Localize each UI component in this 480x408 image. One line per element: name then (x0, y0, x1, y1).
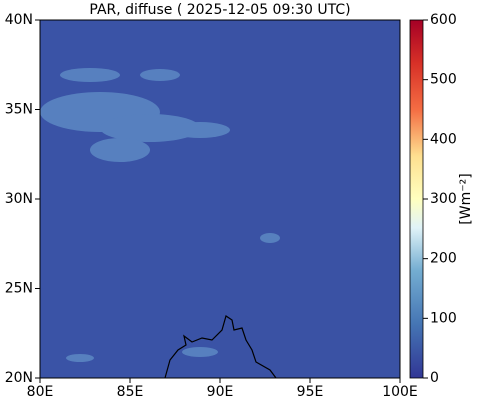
y-tick-label: 35N (5, 102, 33, 118)
y-tick-label: 30N (5, 191, 33, 207)
colorbar-tick-label: 0 (430, 370, 439, 386)
colorbar-tick-label: 600 (430, 12, 457, 28)
y-tick-label: 25N (5, 281, 33, 297)
x-tick-label: 95E (297, 384, 324, 400)
map-field (40, 20, 400, 378)
x-tick-label: 90E (207, 384, 234, 400)
colorbar-tick-label: 400 (430, 131, 457, 147)
colorbar-tick-label: 100 (430, 310, 457, 326)
x-tick-label: 85E (117, 384, 144, 400)
y-tick-label: 40N (5, 12, 33, 28)
x-tick-label: 100E (382, 384, 418, 400)
colorbar-label: [Wm⁻²] (458, 173, 474, 224)
colorbar-tick-label: 300 (430, 191, 457, 207)
colorbar (409, 19, 424, 379)
y-tick-label: 20N (5, 370, 33, 386)
map-title: PAR, diffuse ( 2025-12-05 09:30 UTC) (89, 2, 350, 18)
colorbar-tick-label: 200 (430, 251, 457, 267)
x-tick-label: 80E (27, 384, 54, 400)
colorbar-tick-label: 500 (430, 72, 457, 88)
